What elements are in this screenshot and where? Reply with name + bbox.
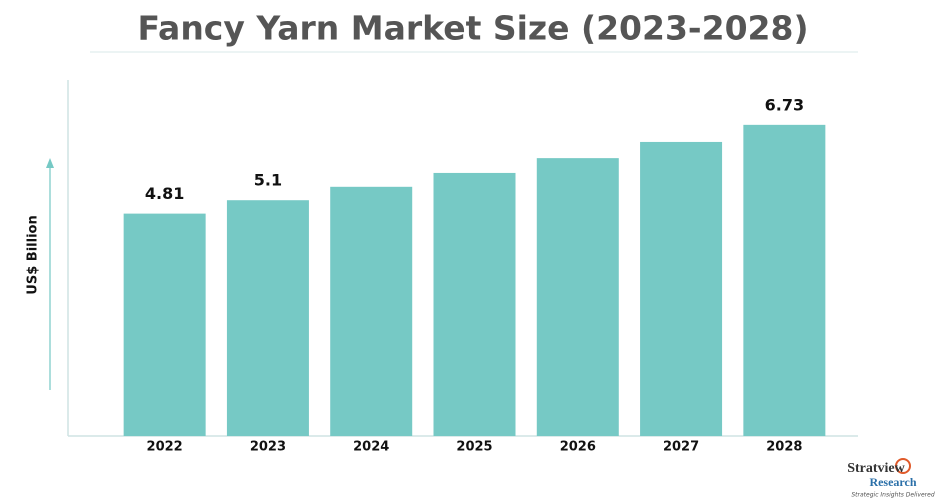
bar	[330, 186, 413, 436]
x-tick-label: 2023	[250, 440, 286, 455]
bar	[226, 200, 309, 436]
logo-icon	[895, 458, 911, 474]
data-label: 4.81	[145, 184, 184, 203]
x-tick-label: 2025	[456, 440, 492, 455]
x-tick-label: 2026	[560, 440, 596, 455]
data-label: 5.1	[254, 171, 282, 190]
x-tick-label: 2024	[353, 440, 389, 455]
logo-name: Stratview	[847, 461, 905, 476]
y-axis-label: US$ Billion	[26, 215, 41, 294]
bar	[743, 124, 826, 437]
logo: Stratview Research Strategic Insights De…	[847, 458, 935, 499]
bar	[640, 141, 723, 436]
x-tick-label: 2027	[663, 440, 699, 455]
bar	[433, 172, 516, 436]
logo-tagline: Strategic Insights Delivered	[851, 492, 934, 499]
bar	[536, 158, 619, 436]
chart-title: Fancy Yarn Market Size (2023-2028)	[137, 9, 808, 48]
bar	[123, 213, 206, 436]
x-tick-label: 2022	[147, 440, 183, 455]
data-label: 6.73	[765, 95, 804, 114]
y-arrow-head	[46, 158, 54, 168]
logo-sub: Research	[869, 475, 916, 489]
x-tick-label: 2028	[766, 440, 802, 455]
